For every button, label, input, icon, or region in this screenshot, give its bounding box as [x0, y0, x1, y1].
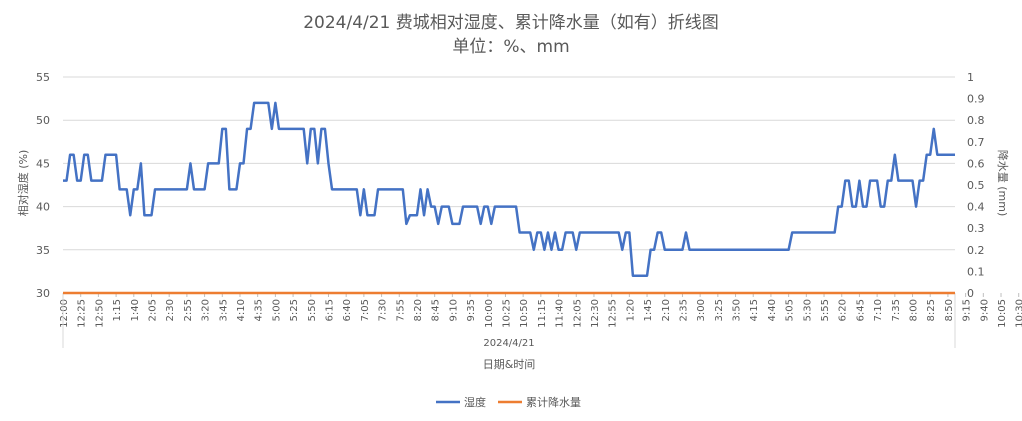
x-tick-label: 9:35: [466, 299, 477, 321]
x-tick-label: 12:00: [59, 299, 70, 328]
x-tick-label: 8:20: [413, 299, 424, 321]
x-tick-label: 1:15: [112, 299, 123, 321]
legend-label-humidity: 湿度: [464, 395, 486, 409]
x-tick-label: 2:30: [165, 299, 176, 321]
x-tick-label: 12:25: [77, 299, 88, 328]
x-tick-label: 10:30: [1015, 299, 1022, 328]
right-y-tick-label: 0.7: [967, 136, 985, 149]
x-tick-label: 3:25: [714, 299, 725, 321]
x-tick-label: 6:45: [855, 299, 866, 321]
legend-label-precipitation: 累计降水量: [526, 395, 581, 409]
right-y-tick-label: 0.9: [967, 93, 985, 106]
right-y-tick-label: 0.1: [967, 265, 985, 278]
chart-title: 2024/4/21 费城相对湿度、累计降水量（如有）折线图: [303, 13, 719, 33]
left-y-tick-label: 45: [36, 157, 50, 170]
x-tick-label: 6:15: [324, 299, 335, 321]
x-tick-label: 12:50: [94, 299, 105, 328]
x-tick-label: 1:45: [643, 299, 654, 321]
x-tick-label: 5:25: [289, 299, 300, 321]
x-tick-label: 2:05: [147, 299, 158, 321]
x-tick-label: 4:35: [254, 299, 265, 321]
chart-subtitle: 单位：%、mm: [452, 37, 569, 57]
x-tick-label: 7:30: [378, 299, 389, 321]
x-tick-label: 5:05: [785, 299, 796, 321]
right-y-axis-ticks: 0 0.1 0.2 0.3 0.4 0.5 0.6 0.7 0.8 0.9 1: [967, 71, 985, 300]
x-tick-label: 8:45: [431, 299, 442, 321]
x-tick-label: 6:40: [342, 299, 353, 321]
x-tick-label: 4:15: [749, 299, 760, 321]
right-y-tick-label: 0.3: [967, 222, 985, 235]
x-tick-label: 9:40: [979, 299, 990, 321]
left-y-tick-label: 50: [36, 114, 50, 127]
x-tick-label: 3:00: [696, 299, 707, 321]
x-tick-label: 12:55: [608, 299, 619, 328]
x-tick-label: 9:10: [448, 299, 459, 321]
x-axis-group-label: 2024/4/21: [483, 338, 534, 349]
x-tick-label: 5:50: [307, 299, 318, 321]
left-y-axis-title: 相对湿度 (%): [16, 150, 30, 217]
x-tick-label: 11:15: [537, 299, 548, 328]
left-y-tick-label: 40: [36, 201, 50, 214]
x-tick-label: 11:40: [555, 299, 566, 328]
x-tick-label: 2:10: [661, 299, 672, 321]
left-y-axis-ticks: 30 35 40 45 50 55: [36, 71, 50, 300]
left-y-tick-label: 30: [36, 287, 50, 300]
right-y-tick-label: 0.8: [967, 114, 985, 127]
legend: 湿度 累计降水量: [436, 395, 581, 409]
left-y-tick-label: 35: [36, 244, 50, 257]
x-tick-label: 9:15: [962, 299, 973, 321]
x-tick-label: 10:00: [484, 299, 495, 328]
left-y-tick-label: 55: [36, 71, 50, 84]
x-tick-label: 2:35: [678, 299, 689, 321]
series-line-humidity: [63, 101, 955, 277]
x-tick-label: 8:00: [909, 299, 920, 321]
x-tick-label: 6:20: [838, 299, 849, 321]
x-tick-label: 7:10: [873, 299, 884, 321]
x-tick-label: 12:30: [590, 299, 601, 328]
x-tick-label: 12:05: [572, 299, 583, 328]
x-axis-title: 日期&时间: [483, 358, 536, 371]
right-y-axis-title: 降水量 (mm): [996, 150, 1010, 217]
x-tick-label: 7:55: [395, 299, 406, 321]
x-tick-label: 2:55: [183, 299, 194, 321]
x-tick-label: 8:50: [944, 299, 955, 321]
x-tick-label: 4:10: [236, 299, 247, 321]
x-tick-label: 5:30: [802, 299, 813, 321]
x-tick-label: 5:55: [820, 299, 831, 321]
x-tick-label: 3:50: [732, 299, 743, 321]
x-tick-label: 10:50: [519, 299, 530, 328]
x-tick-label: 7:35: [891, 299, 902, 321]
x-tick-label: 3:20: [201, 299, 212, 321]
x-tick-label: 10:25: [501, 299, 512, 328]
right-y-tick-label: 0.6: [967, 157, 985, 170]
x-tick-label: 3:45: [218, 299, 229, 321]
x-tick-label: 1:20: [625, 299, 636, 321]
right-y-tick-label: 0.4: [967, 201, 985, 214]
x-tick-label: 7:05: [360, 299, 371, 321]
x-tick-label: 4:40: [767, 299, 778, 321]
x-tick-label: 5:00: [271, 299, 282, 321]
x-tick-label: 8:25: [926, 299, 937, 321]
right-y-tick-label: 1: [967, 71, 974, 84]
x-tick-label: 10:05: [997, 299, 1008, 328]
right-y-tick-label: 0.5: [967, 179, 985, 192]
x-axis-ticks: 12:00 12:25 12:50 1:15 1:40 2:05 2:30 2:55 3:20 3…: [59, 293, 1022, 348]
right-y-tick-label: 0: [967, 287, 974, 300]
right-y-tick-label: 0.2: [967, 244, 985, 257]
series-layer: [63, 101, 955, 295]
x-tick-label: 1:40: [130, 299, 141, 321]
